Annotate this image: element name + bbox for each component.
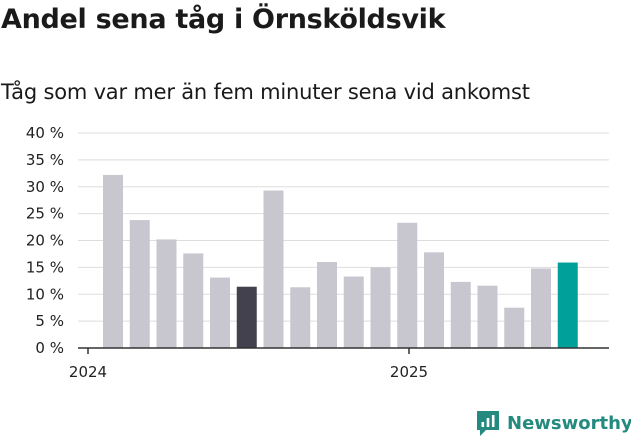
y-tick-label: 0 %: [35, 339, 64, 357]
bar: [424, 252, 444, 348]
bar: [156, 239, 177, 348]
y-tick-label: 10 %: [26, 285, 64, 303]
bar: [370, 267, 391, 348]
bar: [210, 277, 230, 348]
bar: [290, 287, 311, 348]
bar: [477, 285, 498, 348]
bar: [397, 222, 418, 348]
y-tick-label: 25 %: [26, 205, 64, 223]
bar: [103, 174, 123, 348]
chart-subtitle: Tåg som var mer än fem minuter sena vid …: [1, 80, 530, 104]
y-tick-label: 15 %: [26, 258, 64, 276]
y-axis-tick-labels: 0 % 5 % 10 % 15 % 20 % 25 % 30 % 35 % 40 %: [26, 124, 64, 357]
y-tick-label: 30 %: [26, 178, 64, 196]
bar: [450, 281, 471, 348]
bar: [317, 262, 337, 348]
bar: [504, 307, 525, 348]
y-tick-label: 40 %: [26, 124, 64, 142]
bars: [103, 174, 578, 348]
logo-wordmark: Newsworthy: [507, 412, 631, 434]
gridlines: [78, 132, 609, 322]
bar: [183, 253, 204, 348]
x-axis-tick-labels: 2024 2025: [69, 348, 428, 381]
bar: [129, 220, 150, 348]
bar: [557, 262, 578, 348]
newsworthy-logo-icon: [477, 411, 499, 436]
bar: [531, 268, 551, 348]
bar: [263, 190, 284, 348]
y-tick-label: 35 %: [26, 151, 64, 169]
chart-title: Andel sena tåg i Örnsköldsvik: [1, 4, 446, 35]
bar: [343, 276, 364, 348]
newsworthy-logo: Newsworthy: [475, 408, 631, 438]
y-tick-label: 20 %: [26, 232, 64, 250]
y-tick-label: 5 %: [35, 312, 64, 330]
bar: [236, 286, 257, 348]
x-tick-label: 2025: [390, 363, 428, 381]
x-tick-label: 2024: [69, 363, 107, 381]
